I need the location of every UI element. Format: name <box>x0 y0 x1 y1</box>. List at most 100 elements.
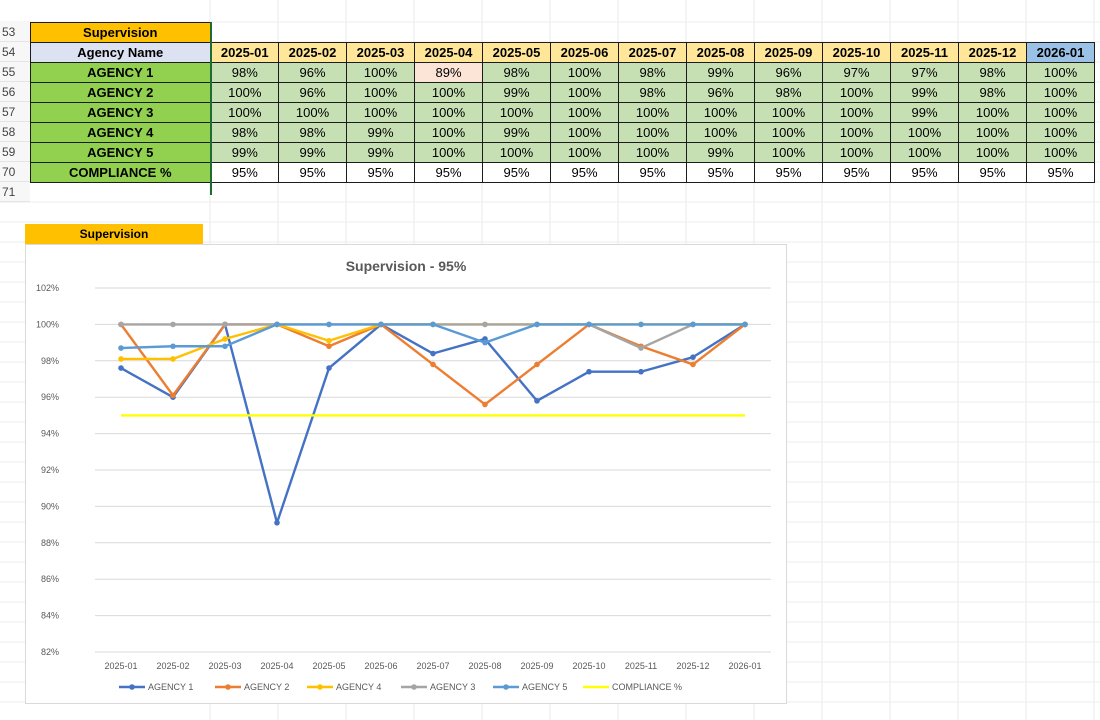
value-cell[interactable]: 100% <box>414 142 483 163</box>
value-cell[interactable]: 100% <box>618 142 687 163</box>
row-number[interactable]: 71 <box>0 182 30 202</box>
data-point[interactable] <box>118 365 124 371</box>
row-number[interactable]: 56 <box>0 82 30 102</box>
legend-item[interactable]: AGENCY 2 <box>215 682 289 692</box>
data-point[interactable] <box>586 321 592 328</box>
chart-label[interactable]: Supervision <box>25 224 203 244</box>
value-cell[interactable]: 99% <box>890 82 959 103</box>
value-cell[interactable]: 100% <box>686 102 755 123</box>
empty-cell[interactable] <box>823 23 891 43</box>
value-cell[interactable]: 100% <box>754 142 823 163</box>
data-point[interactable] <box>378 321 384 328</box>
value-cell[interactable]: 100% <box>1026 142 1095 163</box>
table-title[interactable]: Supervision <box>30 22 212 43</box>
agency-name-cell[interactable]: COMPLIANCE % <box>30 162 212 183</box>
data-point[interactable] <box>222 343 228 350</box>
legend-item[interactable]: AGENCY 4 <box>307 682 381 692</box>
value-cell[interactable]: 99% <box>890 102 959 123</box>
month-header[interactable]: 2026-01 <box>1026 42 1095 63</box>
month-header[interactable]: 2025-09 <box>754 42 823 63</box>
data-point[interactable] <box>222 336 228 342</box>
data-point[interactable] <box>534 321 540 328</box>
row-number[interactable]: 57 <box>0 102 30 122</box>
legend-item[interactable]: AGENCY 3 <box>401 682 475 692</box>
month-header[interactable]: 2025-02 <box>278 42 347 63</box>
data-point[interactable] <box>118 321 124 328</box>
data-point[interactable] <box>638 345 644 351</box>
value-cell[interactable]: 95% <box>346 162 415 183</box>
data-point[interactable] <box>170 392 176 399</box>
empty-cell[interactable] <box>279 23 347 43</box>
data-point[interactable] <box>326 321 332 328</box>
value-cell[interactable]: 95% <box>1026 162 1095 183</box>
value-cell[interactable]: 95% <box>618 162 687 183</box>
value-cell[interactable]: 100% <box>346 62 415 83</box>
value-cell[interactable]: 100% <box>210 82 279 103</box>
data-point[interactable] <box>534 361 540 368</box>
value-cell[interactable]: 100% <box>550 62 619 83</box>
data-point[interactable] <box>274 321 280 328</box>
value-cell[interactable]: 100% <box>346 82 415 103</box>
row-number[interactable]: 55 <box>0 62 30 82</box>
agency-name-cell[interactable]: AGENCY 5 <box>30 142 212 163</box>
data-point[interactable] <box>326 365 332 371</box>
empty-cell[interactable] <box>891 23 959 43</box>
value-cell[interactable]: 100% <box>550 102 619 123</box>
month-header[interactable]: 2025-08 <box>686 42 755 63</box>
row-number[interactable]: 53 <box>0 22 30 42</box>
empty-cell[interactable] <box>1027 23 1095 43</box>
value-cell[interactable]: 100% <box>958 102 1027 123</box>
empty-cell[interactable] <box>211 23 279 43</box>
data-point[interactable] <box>170 356 176 362</box>
data-point[interactable] <box>118 356 124 362</box>
empty-cell[interactable] <box>755 23 823 43</box>
value-cell[interactable]: 98% <box>210 62 279 83</box>
value-cell[interactable]: 96% <box>686 82 755 103</box>
value-cell[interactable]: 96% <box>754 62 823 83</box>
agency-name-cell[interactable]: AGENCY 2 <box>30 82 212 103</box>
data-point[interactable] <box>326 337 332 344</box>
value-cell[interactable]: 97% <box>890 62 959 83</box>
value-cell[interactable]: 100% <box>414 122 483 143</box>
value-cell[interactable]: 89% <box>414 62 483 83</box>
value-cell[interactable]: 99% <box>482 122 551 143</box>
value-cell[interactable]: 100% <box>754 102 823 123</box>
agency-name-header[interactable]: Agency Name <box>30 42 212 63</box>
value-cell[interactable]: 96% <box>278 82 347 103</box>
value-cell[interactable]: 98% <box>618 62 687 83</box>
value-cell[interactable]: 99% <box>346 122 415 143</box>
row-number[interactable]: 58 <box>0 122 30 142</box>
data-point[interactable] <box>222 321 228 328</box>
value-cell[interactable]: 100% <box>822 82 891 103</box>
value-cell[interactable]: 98% <box>618 82 687 103</box>
value-cell[interactable]: 100% <box>822 122 891 143</box>
value-cell[interactable]: 97% <box>822 62 891 83</box>
month-header[interactable]: 2025-12 <box>958 42 1027 63</box>
data-point[interactable] <box>742 321 748 328</box>
value-cell[interactable]: 98% <box>482 62 551 83</box>
value-cell[interactable]: 95% <box>686 162 755 183</box>
value-cell[interactable]: 100% <box>822 102 891 123</box>
month-header[interactable]: 2025-11 <box>890 42 959 63</box>
value-cell[interactable]: 98% <box>278 122 347 143</box>
data-point[interactable] <box>430 321 436 328</box>
data-point[interactable] <box>170 343 176 350</box>
empty-cell[interactable] <box>347 23 415 43</box>
value-cell[interactable]: 100% <box>1026 62 1095 83</box>
series-line[interactable] <box>121 323 745 350</box>
empty-cell[interactable] <box>483 23 551 43</box>
value-cell[interactable]: 100% <box>1026 82 1095 103</box>
data-point[interactable] <box>690 361 696 368</box>
value-cell[interactable]: 100% <box>414 82 483 103</box>
month-header[interactable]: 2025-05 <box>482 42 551 63</box>
value-cell[interactable]: 100% <box>550 122 619 143</box>
value-cell[interactable]: 99% <box>686 62 755 83</box>
value-cell[interactable]: 100% <box>278 102 347 123</box>
chart-frame[interactable] <box>25 244 787 704</box>
data-point[interactable] <box>430 361 436 368</box>
value-cell[interactable]: 99% <box>482 82 551 103</box>
legend-item[interactable]: AGENCY 5 <box>493 682 567 692</box>
month-header[interactable]: 2025-01 <box>210 42 279 63</box>
empty-cell[interactable] <box>959 23 1027 43</box>
empty-cell[interactable] <box>687 23 755 43</box>
